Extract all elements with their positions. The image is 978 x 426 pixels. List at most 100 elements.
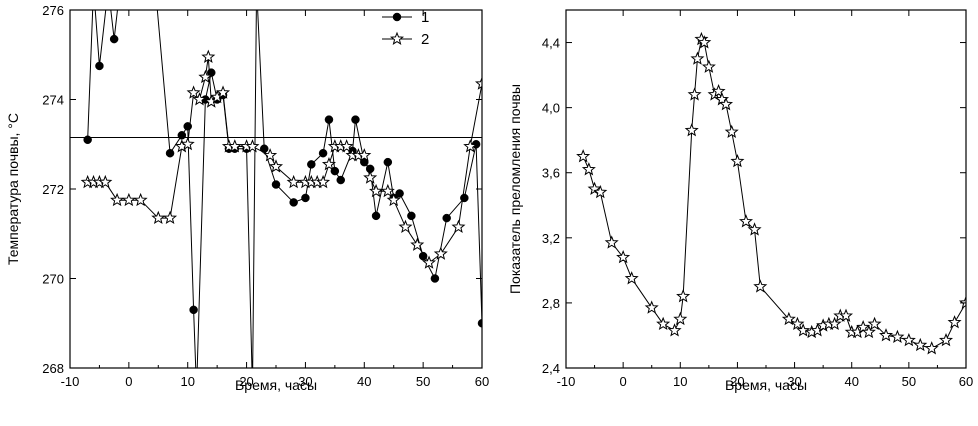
data-point-series-1-48	[947, 315, 962, 329]
data-point-series-2-3	[98, 174, 113, 189]
data-point-series-2-22	[263, 148, 278, 162]
data-point-series-2-24	[286, 174, 301, 189]
y-tick-label-4: 276	[42, 3, 64, 18]
data-point-series-1-26	[318, 148, 328, 158]
y-tick-label-3: 3,6	[542, 166, 560, 181]
data-point-series-1-42	[878, 328, 894, 342]
data-point-series-2-17	[216, 85, 231, 99]
data-point-series-1-1	[581, 162, 596, 176]
refractive-index-y-axis-title: Показатель преломления почвы	[507, 84, 523, 294]
data-point-series-1-45	[913, 337, 928, 352]
data-point-series-1-19	[711, 83, 726, 98]
series-line-1	[87, 10, 482, 368]
data-point-series-2-36	[363, 170, 378, 184]
data-point-series-2-13	[198, 69, 213, 84]
data-point-series-1-43	[890, 329, 905, 344]
data-point-series-2-4	[110, 192, 125, 207]
data-point-series-1-49	[958, 295, 966, 309]
data-point-series-1-2	[587, 181, 602, 195]
data-point-series-1-25	[747, 222, 762, 236]
temperature-x-axis-title: Время, часы	[235, 377, 317, 393]
x-tick-label-4: 30	[787, 374, 801, 389]
data-point-series-1-16	[697, 35, 712, 49]
data-point-series-1-4	[109, 34, 119, 44]
data-point-series-2-45	[463, 139, 478, 153]
data-point-series-1-8	[177, 131, 187, 140]
data-point-series-1-41	[867, 316, 882, 331]
data-point-series-1-25	[307, 160, 316, 169]
data-point-series-2-6	[133, 192, 148, 207]
legend-star-shape	[389, 31, 405, 45]
data-point-series-1-39	[418, 251, 428, 261]
data-point-series-1-17	[701, 59, 716, 73]
data-point-series-1-4	[604, 235, 619, 249]
data-point-series-2-11	[186, 85, 201, 99]
legend-marker-series-2	[389, 31, 405, 45]
data-point-series-1-42	[460, 193, 469, 203]
x-tick-label-1: 0	[620, 374, 627, 389]
data-point-series-2-43	[433, 246, 448, 260]
y-tick-label-2: 272	[42, 182, 64, 197]
x-tick-label-2: 10	[180, 374, 194, 389]
y-tick-label-1: 270	[42, 272, 64, 287]
x-tick-label-6: 50	[902, 374, 916, 389]
legend-label-series-1: 1	[421, 9, 429, 26]
data-point-series-1-31	[351, 115, 360, 124]
data-point-series-2-14	[201, 49, 216, 63]
x-tick-label-5: 40	[357, 374, 371, 389]
data-point-series-2-42	[422, 255, 437, 269]
legend-marker-series-1	[392, 12, 402, 22]
legend-label-series-2: 2	[421, 31, 429, 48]
x-tick-label-0: -10	[61, 374, 80, 389]
data-point-series-1-23	[289, 198, 298, 207]
temperature-plot-frame	[69, 9, 483, 369]
data-point-series-2-23	[268, 159, 284, 173]
data-point-series-1-3	[593, 184, 608, 199]
data-point-series-2-37	[369, 183, 384, 198]
data-point-series-1-27	[781, 311, 796, 326]
data-point-series-1-2	[95, 61, 104, 71]
x-tick-label-7: 60	[959, 374, 973, 389]
x-tick-label-3: 20	[730, 374, 744, 389]
temperature-plot-area	[70, 10, 482, 368]
x-tick-label-6: 50	[416, 374, 430, 389]
refractive-index-plot-area	[576, 31, 966, 355]
data-point-series-1-0	[83, 135, 92, 145]
data-point-series-1-21	[718, 97, 734, 111]
data-point-series-2-32	[339, 139, 354, 153]
data-point-series-1-11	[676, 289, 691, 303]
series-line-2	[87, 56, 482, 264]
data-point-series-1-34	[827, 316, 842, 331]
data-point-series-2-35	[357, 148, 372, 162]
temperature-y-axis-title: Температура почвы, °С	[5, 113, 21, 265]
data-point-series-2-7	[151, 210, 166, 225]
data-point-series-1-29	[796, 323, 811, 337]
data-point-series-1-35	[383, 157, 393, 167]
y-tick-label-1: 2,8	[542, 296, 560, 311]
data-point-series-1-5	[616, 249, 631, 264]
y-tick-label-4: 4,0	[542, 101, 560, 116]
y-tick-label-0: 2,4	[542, 361, 560, 376]
data-point-series-1-34	[371, 211, 381, 221]
data-point-series-1-12	[684, 123, 699, 137]
data-point-series-1-26	[753, 279, 768, 293]
data-point-series-1-14	[690, 51, 705, 65]
x-tick-label-7: 60	[475, 374, 489, 389]
data-point-series-1-37	[395, 189, 404, 198]
data-point-series-1-36	[838, 308, 854, 322]
y-tick-label-0: 268	[42, 361, 64, 376]
data-point-series-2-46	[474, 76, 482, 90]
y-tick-label-3: 274	[42, 93, 64, 108]
x-tick-label-5: 40	[844, 374, 858, 389]
data-point-series-2-38	[380, 183, 395, 198]
data-point-series-1-13	[687, 87, 702, 101]
data-point-series-1-22	[724, 124, 739, 139]
x-tick-label-4: 30	[298, 374, 312, 389]
data-point-series-2-40	[398, 219, 413, 233]
data-point-series-1-24	[301, 193, 310, 203]
data-point-series-1-23	[730, 153, 745, 168]
data-point-series-2-8	[163, 210, 178, 225]
data-point-series-1-47	[938, 332, 954, 347]
temperature-axes: -10 0 10 20 30 40 50 60 268 270 272 274 276	[42, 3, 489, 389]
data-point-series-1-10	[673, 311, 688, 326]
